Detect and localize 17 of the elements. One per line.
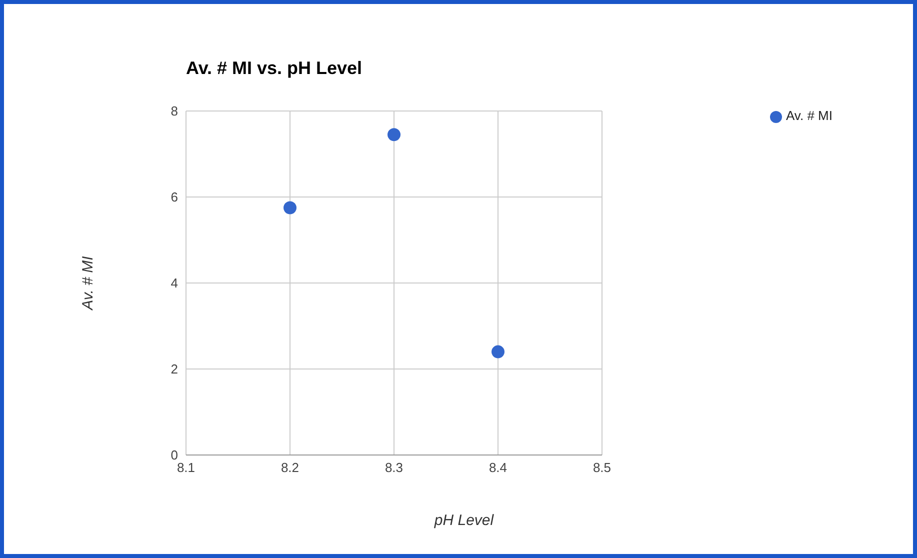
x-tick-label: 8.5 — [592, 460, 612, 476]
y-tick-label: 2 — [170, 362, 178, 377]
x-tick-label: 8.4 — [488, 460, 508, 476]
point — [284, 201, 296, 214]
x-tick-label: 8.2 — [280, 460, 300, 476]
point — [388, 128, 400, 142]
y-tick-label: 0 — [170, 448, 178, 463]
y-tick-label: 4 — [170, 276, 178, 291]
x-axis-title: pH Level — [433, 512, 495, 529]
x-tick-label: 8.3 — [384, 460, 404, 476]
x-tick-label: 8.1 — [176, 460, 196, 476]
y-tick-label: 6 — [170, 190, 178, 205]
legend-label: Av. # MI — [786, 108, 832, 123]
chart-title: Av. # MI vs. pH Level — [186, 58, 362, 79]
y-tick-label: 8 — [170, 104, 178, 119]
point — [492, 345, 504, 358]
y-axis-title: Av. # MI — [80, 256, 96, 310]
